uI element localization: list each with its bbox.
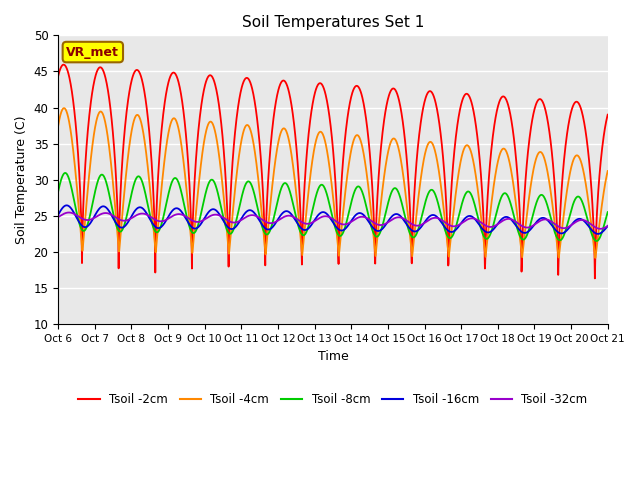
Tsoil -8cm bbox=[86, 213, 94, 219]
Tsoil -32cm bbox=[596, 226, 604, 232]
Tsoil -32cm bbox=[172, 212, 180, 217]
Tsoil -16cm bbox=[279, 210, 287, 216]
Tsoil -8cm bbox=[604, 209, 612, 215]
Tsoil -8cm bbox=[429, 188, 437, 194]
Tsoil -32cm bbox=[54, 214, 62, 220]
Tsoil -4cm bbox=[54, 123, 62, 129]
Tsoil -4cm bbox=[260, 235, 268, 240]
Tsoil -8cm bbox=[61, 170, 69, 176]
Tsoil -2cm bbox=[279, 78, 287, 84]
Y-axis label: Soil Temperature (C): Soil Temperature (C) bbox=[15, 116, 28, 244]
Tsoil -32cm bbox=[260, 218, 268, 224]
Tsoil -16cm bbox=[594, 231, 602, 237]
Tsoil -16cm bbox=[282, 208, 289, 214]
Tsoil -2cm bbox=[604, 112, 612, 118]
Line: Tsoil -2cm: Tsoil -2cm bbox=[58, 65, 608, 278]
Tsoil -2cm bbox=[60, 62, 67, 68]
Tsoil -16cm bbox=[429, 212, 437, 218]
Line: Tsoil -16cm: Tsoil -16cm bbox=[58, 205, 608, 234]
Line: Tsoil -8cm: Tsoil -8cm bbox=[58, 173, 608, 241]
Tsoil -4cm bbox=[279, 126, 287, 132]
Tsoil -16cm bbox=[54, 212, 62, 218]
Title: Soil Temperatures Set 1: Soil Temperatures Set 1 bbox=[242, 15, 424, 30]
X-axis label: Time: Time bbox=[317, 349, 348, 362]
Tsoil -32cm bbox=[279, 215, 287, 220]
Tsoil -16cm bbox=[604, 223, 612, 229]
Tsoil -2cm bbox=[86, 107, 94, 113]
Tsoil -4cm bbox=[60, 105, 68, 111]
Tsoil -4cm bbox=[282, 127, 289, 132]
Tsoil -4cm bbox=[591, 255, 599, 261]
Tsoil -2cm bbox=[282, 79, 289, 85]
Tsoil -32cm bbox=[282, 214, 289, 219]
Tsoil -16cm bbox=[260, 224, 268, 230]
Tsoil -8cm bbox=[260, 229, 268, 235]
Tsoil -2cm bbox=[172, 72, 180, 77]
Tsoil -32cm bbox=[86, 217, 94, 223]
Tsoil -8cm bbox=[172, 175, 180, 181]
Legend: Tsoil -2cm, Tsoil -4cm, Tsoil -8cm, Tsoil -16cm, Tsoil -32cm: Tsoil -2cm, Tsoil -4cm, Tsoil -8cm, Tsoi… bbox=[74, 388, 592, 410]
Line: Tsoil -4cm: Tsoil -4cm bbox=[58, 108, 608, 258]
Tsoil -32cm bbox=[604, 223, 612, 229]
Tsoil -8cm bbox=[54, 189, 62, 194]
Tsoil -2cm bbox=[260, 214, 268, 220]
Tsoil -16cm bbox=[172, 205, 180, 211]
Tsoil -4cm bbox=[172, 117, 180, 123]
Tsoil -2cm bbox=[591, 276, 598, 281]
Tsoil -32cm bbox=[65, 210, 73, 216]
Tsoil -4cm bbox=[604, 168, 612, 174]
Tsoil -2cm bbox=[54, 73, 62, 79]
Tsoil -4cm bbox=[429, 144, 437, 149]
Tsoil -8cm bbox=[282, 180, 289, 186]
Tsoil -8cm bbox=[593, 238, 600, 244]
Tsoil -8cm bbox=[279, 182, 287, 188]
Tsoil -16cm bbox=[63, 203, 70, 208]
Tsoil -16cm bbox=[86, 221, 94, 227]
Tsoil -4cm bbox=[86, 165, 94, 170]
Text: VR_met: VR_met bbox=[67, 46, 119, 59]
Line: Tsoil -32cm: Tsoil -32cm bbox=[58, 213, 608, 229]
Tsoil -2cm bbox=[429, 93, 437, 99]
Tsoil -32cm bbox=[429, 215, 437, 221]
